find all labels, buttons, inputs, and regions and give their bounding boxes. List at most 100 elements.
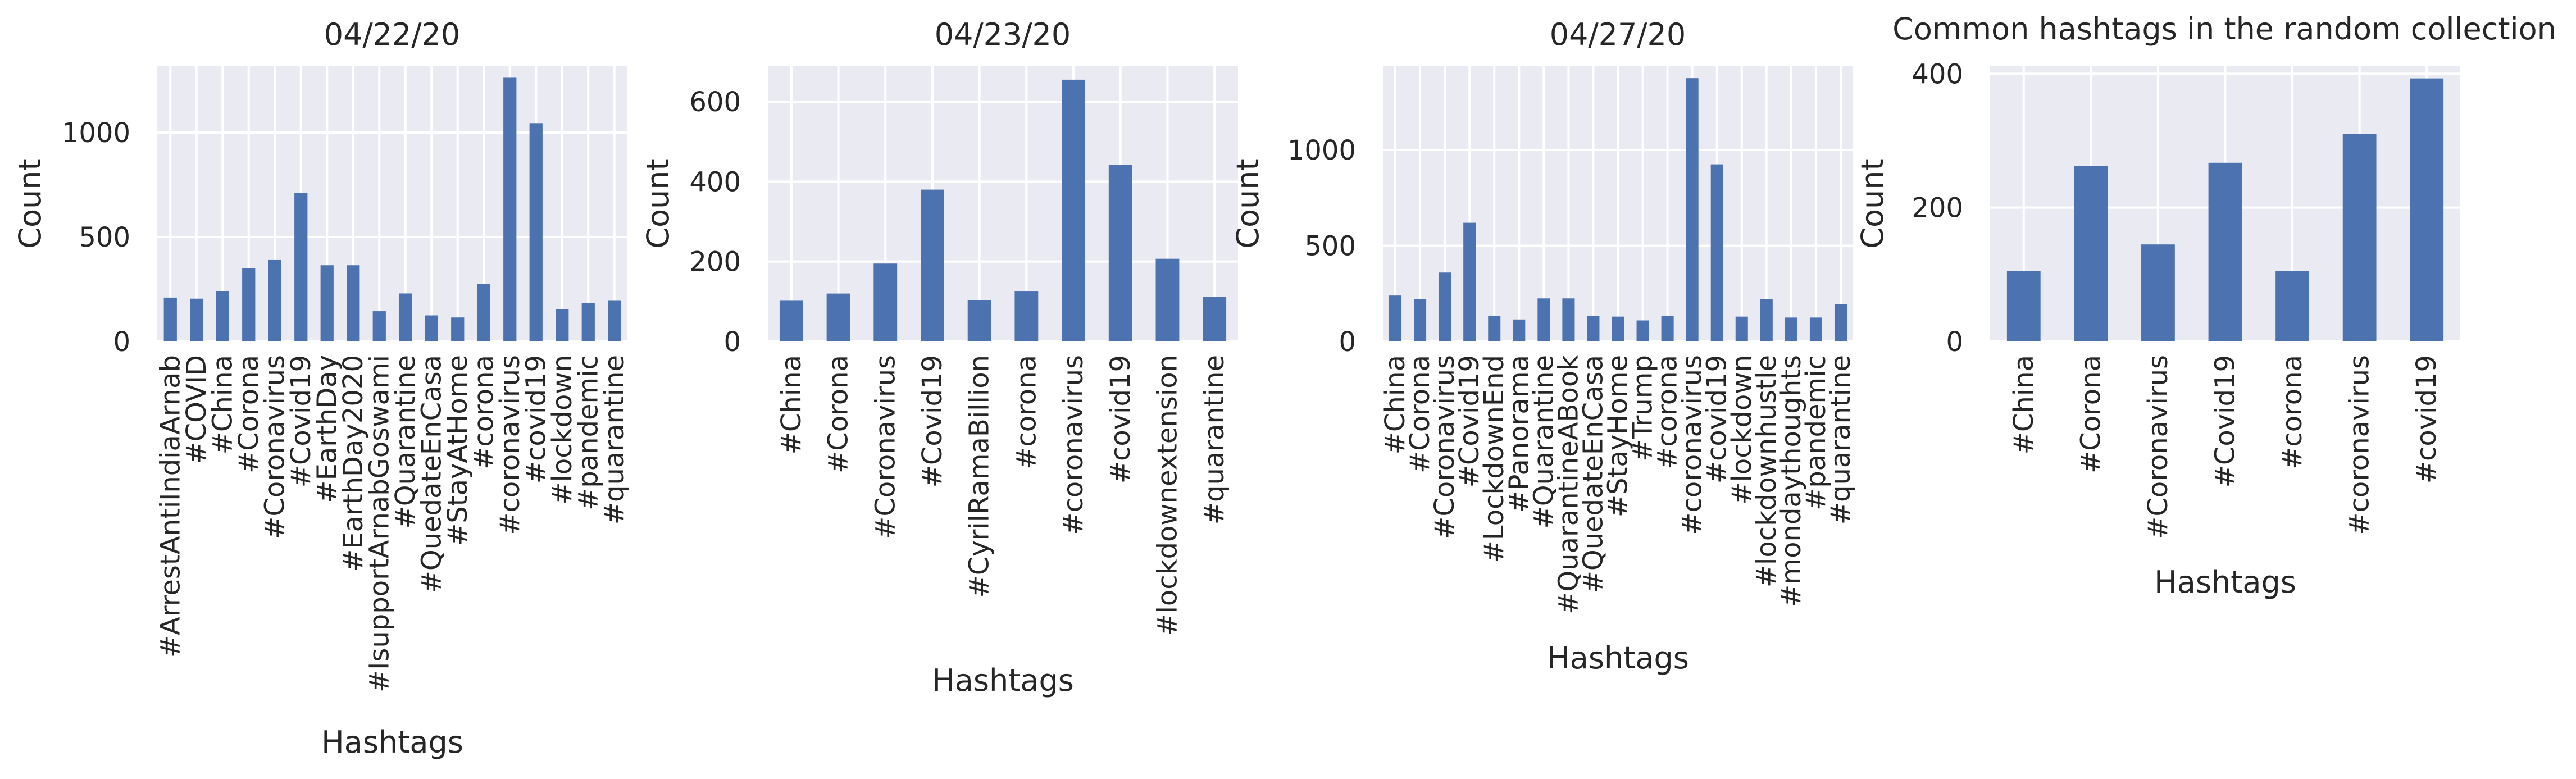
chart3-x-tick-label: #mondaythoughts xyxy=(1776,355,1807,607)
chart3-x-tick-label: #pandemic xyxy=(1800,355,1832,511)
chart1-x-tick-label: #Quarantine xyxy=(390,355,421,529)
chart1-bar xyxy=(320,265,334,341)
chart4-x-tick-label: #Coronavirus xyxy=(2142,355,2174,539)
chart2-bar xyxy=(1108,165,1132,341)
chart1-bar xyxy=(581,303,595,341)
chart1-bar xyxy=(268,259,281,341)
chart4-bar xyxy=(2342,134,2377,341)
chart1-x-tick-label: #Coronavirus xyxy=(259,355,290,539)
chart3-bar xyxy=(1439,272,1451,341)
chart3-x-tick-label: #QuedateEnCasa xyxy=(1577,355,1609,593)
chart2-x-axis-label: Hashtags xyxy=(932,663,1074,698)
chart2-bar xyxy=(1014,291,1039,341)
chart3-x-tick-label: #covid19 xyxy=(1701,355,1733,484)
chart2-title: 04/23/20 xyxy=(935,17,1071,52)
chart3-y-tick-label: 0 xyxy=(1339,326,1356,358)
chart1-bar xyxy=(347,265,360,341)
chart2-y-tick-label: 400 xyxy=(689,166,741,198)
chart1-x-tick-label: #pandemic xyxy=(572,355,604,511)
chart1-bar xyxy=(451,317,465,341)
chart3-x-tick-label: #lockdown xyxy=(1726,355,1758,505)
chart2-x-tick-label: #lockdownextension xyxy=(1152,355,1183,636)
chart1-bar xyxy=(294,193,308,341)
chart2-y-tick-label: 0 xyxy=(723,326,741,358)
chart3-y-axis-label: Count xyxy=(1230,158,1266,248)
chart2-x-tick-label: #Corona xyxy=(823,355,854,473)
chart1-x-tick-label: #Covid19 xyxy=(285,355,317,488)
chart2-bar xyxy=(1062,79,1085,341)
chart3-y-tick-label: 500 xyxy=(1304,231,1356,262)
chart1-bar xyxy=(425,315,438,341)
chart4-bar xyxy=(2141,244,2175,341)
chart2-bar xyxy=(921,189,944,341)
chart1-x-tick-label: #COVID xyxy=(181,355,212,464)
chart2-bar xyxy=(1155,258,1180,341)
chart1-bar xyxy=(556,309,569,341)
chart3-bar xyxy=(1785,317,1797,341)
chart1-x-tick-label: #covid19 xyxy=(520,355,552,484)
chart3-bar xyxy=(1389,295,1402,341)
chart3-x-axis-label: Hashtags xyxy=(1547,640,1689,676)
chart1-bar xyxy=(190,298,203,341)
chart1-x-tick-label: #QuedateEnCasa xyxy=(416,355,447,593)
chart4-bar xyxy=(2410,78,2444,342)
chart1-x-tick-label: #StayAtHome xyxy=(442,355,474,546)
chart2-x-tick-label: #coronavirus xyxy=(1058,355,1089,535)
chart3-x-tick-label: #Coronavirus xyxy=(1429,355,1460,539)
chart1-x-tick-label: #coronavirus xyxy=(494,355,526,535)
chart4-y-tick-label: 200 xyxy=(1911,193,1963,224)
chart1-x-tick-label: #ArrestAntiIndiaArnab xyxy=(154,355,186,658)
chart2-x-tick-label: #covid19 xyxy=(1105,355,1136,484)
chart3-bar xyxy=(1686,78,1699,341)
chart3-bar xyxy=(1587,315,1600,341)
chart4-x-tick-label: #China xyxy=(2008,355,2040,454)
chart4-x-tick-label: #coronavirus xyxy=(2344,355,2375,535)
chart1-bar xyxy=(216,291,229,341)
chart3-x-tick-label: #corona xyxy=(1652,355,1683,470)
chart3-x-tick-label: #Covid19 xyxy=(1454,355,1485,488)
chart3-bar xyxy=(1809,317,1822,341)
chart1-bar xyxy=(399,293,412,341)
chart4-x-tick-label: #Corona xyxy=(2075,355,2106,473)
chart1-y-axis-label: Count xyxy=(12,158,48,248)
chart3-bar xyxy=(1636,320,1649,341)
chart1-bar xyxy=(529,123,543,341)
chart3-bar xyxy=(1612,316,1624,341)
chart1-bar xyxy=(477,284,490,341)
chart1-x-tick-label: #IsupportArnabGoswami xyxy=(363,355,395,693)
chart4-bar xyxy=(2275,271,2309,341)
chart3-x-tick-label: #Quarantine xyxy=(1528,355,1559,529)
chart4-x-tick-label: #covid19 xyxy=(2411,355,2442,484)
chart1-title: 04/22/20 xyxy=(324,17,461,52)
chart2-x-tick-label: #Coronavirus xyxy=(870,355,901,539)
chart3-title: 04/27/20 xyxy=(1550,17,1686,52)
chart1-x-tick-label: #EarthDay2020 xyxy=(338,355,369,572)
chart2-x-tick-label: #China xyxy=(776,355,807,454)
chart3-x-tick-label: #QuarantineABook xyxy=(1553,355,1584,614)
chart2-x-tick-label: #CyrilRamaBillion xyxy=(964,355,995,598)
chart1-y-tick-label: 0 xyxy=(113,326,130,358)
chart1-x-tick-label: #EarthDay xyxy=(311,355,343,503)
chart4-bar xyxy=(2208,162,2242,341)
chart3-x-tick-label: #lockdownhustle xyxy=(1751,355,1782,587)
chart4-bar xyxy=(2074,166,2108,341)
chart3-bar xyxy=(1710,164,1723,341)
chart2-bar xyxy=(873,263,898,341)
chart3-x-tick-label: #quarantine xyxy=(1825,355,1856,525)
chart3-x-tick-label: #LockdownEnd xyxy=(1478,355,1510,563)
chart2-bar xyxy=(1203,297,1227,341)
chart3-x-tick-label: #China xyxy=(1380,355,1411,454)
chart1-x-tick-label: #China xyxy=(207,355,238,454)
chart3-bar xyxy=(1463,222,1476,341)
chart3-bar xyxy=(1414,299,1427,341)
chart3-bar xyxy=(1537,298,1550,341)
chart2-y-tick-label: 200 xyxy=(689,247,741,278)
chart2-x-tick-label: #Covid19 xyxy=(917,355,948,488)
chart3-y-tick-label: 1000 xyxy=(1287,135,1356,166)
chart1-bar xyxy=(372,311,386,341)
chart3-bar xyxy=(1562,298,1575,341)
chart1-x-tick-label: #Corona xyxy=(233,355,265,473)
chart1-y-tick-label: 500 xyxy=(79,222,130,253)
